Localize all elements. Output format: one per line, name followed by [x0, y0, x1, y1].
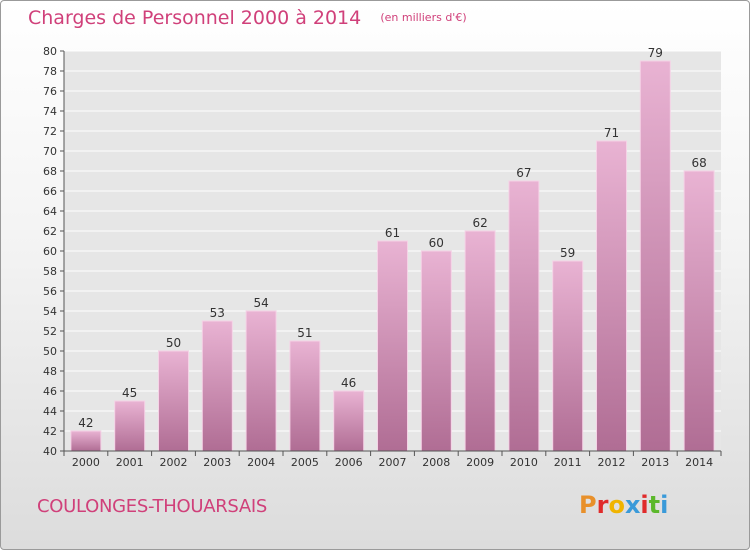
bar-2004 — [245, 310, 277, 452]
data-label-2004: 54 — [253, 296, 268, 310]
y-tick-label: 62 — [43, 225, 57, 238]
y-tick-label: 58 — [43, 265, 57, 278]
logo-letter: i — [640, 491, 649, 519]
y-tick-label: 66 — [43, 185, 57, 198]
chart-title: Charges de Personnel 2000 à 2014 — [28, 7, 362, 29]
data-label-2000: 42 — [78, 416, 93, 430]
bar-2005 — [289, 340, 321, 452]
bar-2003 — [201, 320, 233, 452]
bar-2008 — [420, 250, 452, 452]
bar-2010 — [508, 180, 540, 452]
x-tick-label-2014: 2014 — [685, 456, 713, 469]
bar-2001 — [114, 400, 146, 452]
x-tick-label-2007: 2007 — [379, 456, 407, 469]
data-label-2008: 60 — [429, 236, 444, 250]
y-tick-label: 50 — [43, 345, 57, 358]
y-tick-label: 54 — [43, 305, 57, 318]
y-tick-label: 46 — [43, 385, 57, 398]
data-label-2003: 53 — [210, 306, 225, 320]
bar-2002 — [158, 350, 189, 452]
y-tick-label: 40 — [43, 445, 57, 458]
data-label-2013: 79 — [648, 46, 663, 60]
y-tick-label: 70 — [43, 145, 57, 158]
data-label-2001: 45 — [122, 386, 137, 400]
labels: 42 45 50 53 54 51 46 61 60 62 67 59 71 79 68 — [78, 46, 706, 430]
bar-2007 — [377, 240, 408, 452]
proxiti-logo: Proxiti — [579, 491, 668, 519]
logo-letter: i — [660, 491, 669, 519]
x-tick-label-2004: 2004 — [247, 456, 275, 469]
x-tick-label-2002: 2002 — [160, 456, 188, 469]
data-label-2002: 50 — [166, 336, 181, 350]
y-tick-label: 42 — [43, 425, 57, 438]
data-label-2007: 61 — [385, 226, 400, 240]
y-tick-label: 80 — [43, 45, 57, 58]
logo-letter: x — [624, 491, 641, 519]
y-tick-label: 44 — [43, 405, 57, 418]
y-tick-label: 74 — [43, 105, 57, 118]
x-tick-label-2000: 2000 — [72, 456, 100, 469]
x-tick-label-2005: 2005 — [291, 456, 319, 469]
chart-subtitle: (en milliers d'€) — [380, 11, 467, 24]
x-tick-label-2001: 2001 — [116, 456, 144, 469]
bar-2012 — [596, 140, 627, 452]
y-tick-label: 56 — [43, 285, 57, 298]
axes: 40 42 44 46 48 50 52 54 56 58 60 62 64 66 68 70 72 74 76 78… — [43, 45, 722, 469]
x-tick-label-2008: 2008 — [422, 456, 450, 469]
y-tick-label: 78 — [43, 65, 57, 78]
title-row: Charges de Personnel 2000 à 2014 (en mil… — [28, 7, 467, 29]
y-tick-label: 60 — [43, 245, 57, 258]
bar-2013 — [639, 60, 671, 452]
x-tick-label-2003: 2003 — [203, 456, 231, 469]
y-tick-label: 48 — [43, 365, 57, 378]
data-label-2014: 68 — [691, 156, 706, 170]
y-tick-label: 72 — [43, 125, 57, 138]
y-tick-label: 76 — [43, 85, 57, 98]
bar-2011 — [552, 260, 584, 452]
bar-2000 — [70, 430, 102, 452]
y-tick-label: 52 — [43, 325, 57, 338]
logo-letter: P — [579, 491, 597, 519]
data-label-2006: 46 — [341, 376, 356, 390]
commune-name: COULONGES-THOUARSAIS — [37, 496, 268, 517]
bars — [70, 60, 715, 452]
y-tick-label: 68 — [43, 165, 57, 178]
x-tick-label-2013: 2013 — [641, 456, 669, 469]
logo-letter: o — [608, 491, 625, 519]
bar-2014 — [683, 170, 715, 452]
x-tick-label-2012: 2012 — [598, 456, 626, 469]
data-label-2011: 59 — [560, 246, 575, 260]
x-tick-label-2009: 2009 — [466, 456, 494, 469]
data-label-2010: 67 — [516, 166, 531, 180]
logo-letter: t — [648, 491, 661, 519]
data-label-2009: 62 — [472, 216, 487, 230]
bar-2006 — [333, 390, 365, 452]
data-label-2012: 71 — [604, 126, 619, 140]
x-tick-label-2011: 2011 — [554, 456, 582, 469]
x-tick-label-2006: 2006 — [335, 456, 363, 469]
y-tick-label: 64 — [43, 205, 57, 218]
x-tick-label-2010: 2010 — [510, 456, 538, 469]
data-label-2005: 51 — [297, 326, 312, 340]
logo-letter: r — [596, 491, 609, 519]
bar-2009 — [464, 230, 496, 452]
